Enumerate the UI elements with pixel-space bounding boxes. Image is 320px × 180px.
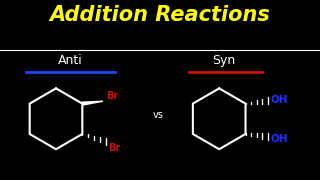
- Text: Br: Br: [106, 91, 118, 101]
- Text: Syn: Syn: [212, 54, 236, 67]
- Text: Br: Br: [108, 143, 120, 153]
- Text: Anti: Anti: [58, 54, 83, 67]
- Polygon shape: [82, 101, 103, 105]
- Text: vs: vs: [153, 110, 164, 120]
- Text: OH: OH: [270, 134, 288, 143]
- Text: OH: OH: [270, 95, 288, 105]
- Text: Addition Reactions: Addition Reactions: [50, 5, 270, 25]
